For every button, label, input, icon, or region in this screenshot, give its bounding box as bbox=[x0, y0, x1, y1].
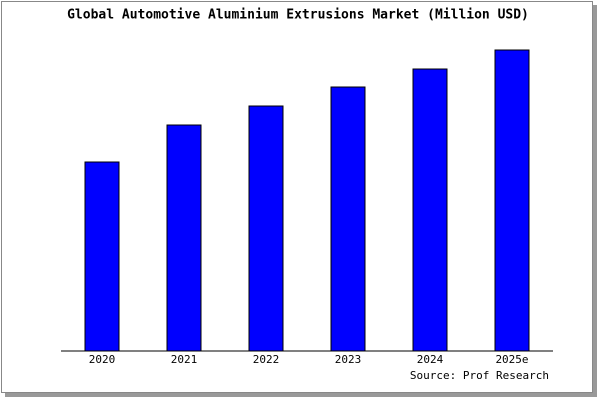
chart-title: Global Automotive Aluminium Extrusions M… bbox=[67, 8, 529, 23]
bar bbox=[330, 86, 366, 352]
x-tick-label: 2024 bbox=[417, 353, 444, 366]
plot-area bbox=[61, 48, 553, 351]
bar bbox=[248, 105, 284, 352]
x-tick-label: 2025e bbox=[495, 353, 528, 366]
x-tick-label: 2022 bbox=[253, 353, 280, 366]
source-note: Source: Prof Research bbox=[410, 369, 549, 382]
bar bbox=[412, 68, 448, 352]
bar bbox=[166, 124, 202, 352]
x-tick-label: 2023 bbox=[335, 353, 362, 366]
bar bbox=[494, 49, 530, 352]
x-tick-label: 2020 bbox=[89, 353, 116, 366]
x-tick-label: 2021 bbox=[171, 353, 198, 366]
bar bbox=[84, 161, 120, 352]
